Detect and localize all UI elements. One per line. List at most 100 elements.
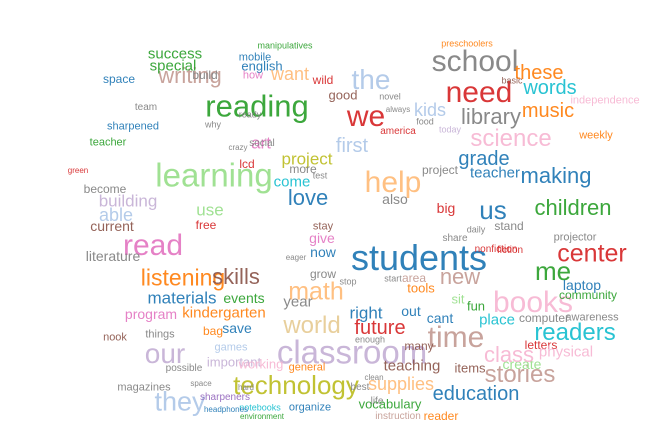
word-making: making bbox=[520, 163, 592, 188]
word-headphones: headphones bbox=[203, 405, 249, 414]
word-laptop: laptop bbox=[562, 277, 602, 293]
word-read: read bbox=[122, 229, 184, 262]
word-environment: environment bbox=[239, 412, 285, 421]
word-math: math bbox=[288, 277, 344, 306]
word-technology: technology bbox=[233, 370, 359, 400]
word-become: become bbox=[83, 182, 127, 196]
word-stand: stand bbox=[494, 219, 524, 233]
word-games: games bbox=[214, 341, 248, 354]
word-current: current bbox=[90, 218, 134, 234]
word-science: science bbox=[470, 125, 552, 152]
word-items: items bbox=[454, 360, 486, 376]
word-new: new bbox=[439, 264, 481, 289]
word-art: art bbox=[251, 133, 271, 153]
word-listening: listening bbox=[140, 264, 226, 291]
word-me: me bbox=[534, 256, 572, 286]
word-clean: clean bbox=[364, 373, 384, 382]
word-literature: literature bbox=[85, 248, 141, 264]
word-always: always bbox=[385, 105, 411, 114]
word-nook: nook bbox=[103, 331, 127, 344]
word-sharpened: sharpened bbox=[107, 120, 159, 133]
word-first: first bbox=[335, 135, 369, 157]
word-help: help bbox=[364, 166, 422, 199]
word-computer: computer bbox=[518, 311, 570, 325]
word-we: we bbox=[346, 100, 386, 133]
word-these: these bbox=[514, 62, 564, 84]
word-magazines: magazines bbox=[117, 381, 171, 394]
word-green: green bbox=[67, 166, 89, 175]
word-kids: kids bbox=[413, 100, 447, 120]
word-start: start bbox=[384, 273, 402, 284]
word-eager: eager bbox=[285, 253, 307, 262]
word-readers: readers bbox=[534, 319, 616, 346]
word-projector: projector bbox=[553, 231, 597, 244]
word-mobile: mobile bbox=[238, 51, 272, 64]
word-writing: writing bbox=[158, 63, 222, 88]
word-class: class bbox=[483, 342, 535, 367]
word-organize: organize bbox=[288, 401, 332, 414]
word-school: school bbox=[431, 45, 519, 78]
word-independence: independence bbox=[570, 94, 640, 107]
word-center: center bbox=[557, 239, 627, 268]
word-why: why bbox=[204, 119, 222, 130]
word-build: build bbox=[192, 68, 218, 82]
word-need: need bbox=[445, 76, 513, 109]
word-social: social bbox=[249, 138, 275, 149]
word-teaching: teaching bbox=[383, 357, 441, 375]
word-reader: reader bbox=[423, 409, 459, 423]
word-basic: basic bbox=[501, 75, 523, 86]
word-kindergarten: kindergarten bbox=[182, 304, 266, 322]
word-important: important bbox=[206, 354, 262, 370]
word-possible: possible bbox=[165, 363, 203, 374]
word-skills: skills bbox=[212, 264, 260, 289]
word-good: good bbox=[328, 87, 358, 103]
word-instruction: instruction bbox=[375, 411, 421, 422]
word-right: right bbox=[349, 303, 383, 323]
word-physical: physical bbox=[538, 343, 594, 361]
word-grade: grade bbox=[458, 148, 510, 170]
word-stop: stop bbox=[339, 276, 357, 287]
word-enough: enough bbox=[354, 334, 386, 345]
word-stories: stories bbox=[484, 361, 556, 388]
word-place: place bbox=[479, 311, 515, 329]
word-want: want bbox=[270, 64, 310, 84]
word-year: year bbox=[283, 293, 313, 311]
word-crazy: crazy bbox=[228, 143, 248, 152]
word-daily: daily bbox=[466, 224, 486, 235]
word-learning: learning bbox=[155, 156, 273, 194]
word-us: us bbox=[479, 195, 507, 225]
word-bag: bag bbox=[202, 324, 224, 338]
word-out: out bbox=[401, 303, 421, 319]
word-how: how bbox=[242, 69, 264, 82]
word-notebooks: notebooks bbox=[239, 402, 281, 413]
word-fiction: fiction bbox=[496, 245, 524, 256]
word-sit: sit bbox=[451, 291, 465, 307]
word-many: many bbox=[404, 339, 434, 353]
word-teacher: teacher bbox=[469, 164, 521, 182]
word-share: share bbox=[442, 233, 468, 244]
word-materials: materials bbox=[147, 288, 217, 308]
word-save: save bbox=[222, 320, 252, 336]
word-future: future bbox=[354, 317, 406, 339]
word-create: create bbox=[502, 356, 542, 372]
word-love: love bbox=[287, 185, 329, 210]
word-team: team bbox=[134, 102, 158, 113]
word-free: free bbox=[195, 218, 217, 232]
word-project: project bbox=[281, 149, 333, 169]
word-library: library bbox=[461, 104, 521, 129]
word-success: success bbox=[147, 45, 203, 63]
word-life: life bbox=[370, 396, 384, 407]
word-world: world bbox=[283, 312, 341, 339]
word-today: today bbox=[438, 124, 462, 135]
word-letters: letters bbox=[524, 338, 558, 352]
word-general: general bbox=[288, 361, 326, 374]
word-novel: novel bbox=[379, 91, 401, 102]
word-manipulatives: manipulatives bbox=[257, 40, 313, 51]
word-hard: hard bbox=[237, 383, 255, 392]
word-time: time bbox=[427, 321, 485, 354]
word-awareness: awareness bbox=[565, 311, 619, 324]
word-lcd: lcd bbox=[239, 157, 255, 171]
word-working: working bbox=[238, 356, 284, 372]
word-food: food bbox=[416, 116, 434, 127]
